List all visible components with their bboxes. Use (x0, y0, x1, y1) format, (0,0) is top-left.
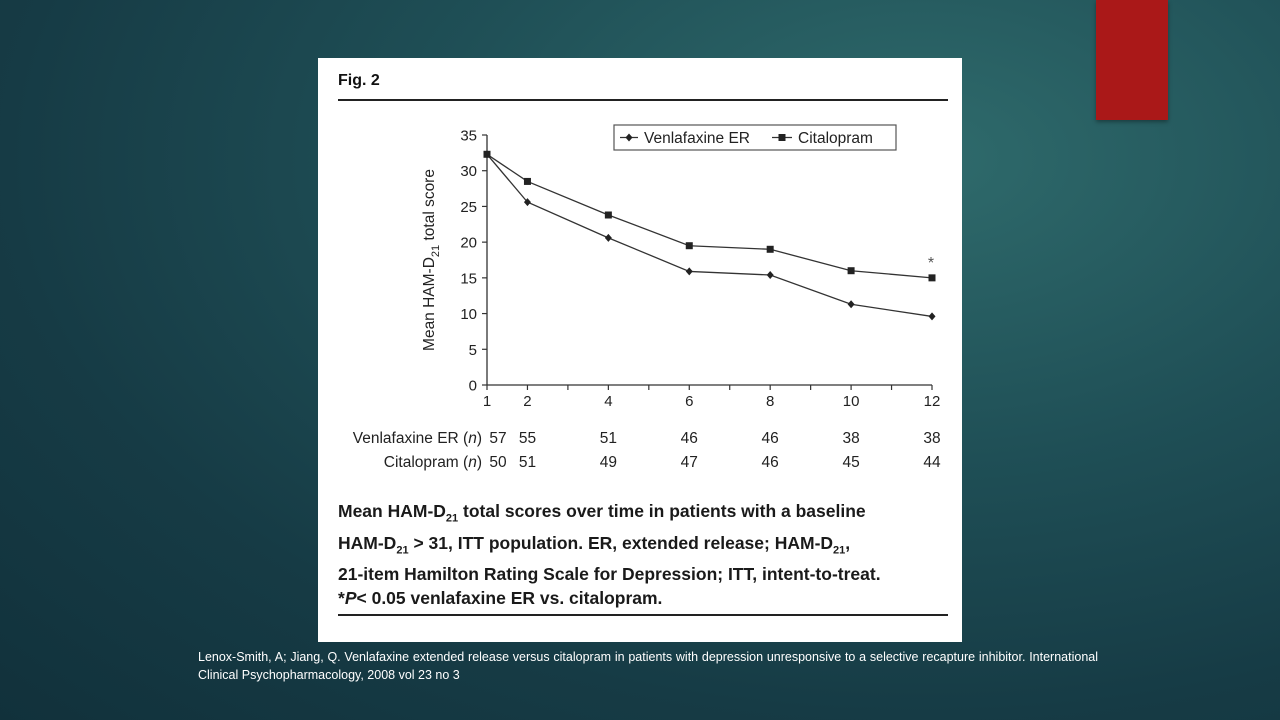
x-tick-label: 1 (483, 393, 491, 410)
y-tick-label: 20 (460, 235, 477, 252)
caption-line-2: HAM-D21 > 31, ITT population. ER, extend… (338, 532, 851, 557)
data-point-venlafaxine (604, 233, 612, 242)
chart-lines (486, 153, 933, 318)
n-value: 45 (842, 454, 859, 471)
legend-marker-citalopram (778, 134, 786, 141)
y-tick-label: 30 (460, 163, 477, 180)
bottom-divider (338, 614, 948, 616)
n-value: 55 (519, 430, 536, 447)
legend-marker-venlafaxine (625, 133, 633, 142)
y-tick-label: 15 (460, 270, 477, 287)
y-axis-title: Mean HAM-D21 total score (421, 169, 442, 351)
n-value: 44 (923, 454, 941, 471)
n-value: 49 (600, 454, 617, 471)
y-tick-label: 25 (460, 199, 477, 216)
y-tick-label: 10 (460, 306, 477, 323)
n-value: 46 (681, 430, 698, 447)
significance-marker: * (928, 255, 934, 272)
n-value: 57 (489, 430, 506, 447)
chart-legend: Venlafaxine ER Citalopram (613, 124, 897, 151)
series-line-2 (486, 153, 933, 279)
data-point-citalopram (685, 242, 693, 250)
data-point-citalopram (604, 211, 612, 219)
x-tick-label: 10 (843, 393, 860, 410)
y-tick-label: 0 (469, 378, 477, 395)
y-tick-label: 5 (469, 342, 477, 359)
top-divider (338, 99, 948, 101)
legend-label-venlafaxine: Venlafaxine ER (644, 130, 750, 147)
x-tick-label: 12 (924, 393, 941, 410)
data-point-venlafaxine (766, 271, 774, 279)
caption-line-4: *P< 0.05 venlafaxine ER vs. citalopram. (338, 588, 663, 608)
caption-line-1: Mean HAM-D21 total scores over time in p… (338, 501, 866, 525)
x-tick-label: 4 (604, 393, 612, 410)
citation-text: Lenox-Smith, A; Jiang, Q. Venlafaxine ex… (198, 650, 1098, 682)
data-point-citalopram (766, 245, 774, 253)
figure-panel: Fig. 2 0 5 10 15 20 25 30 35 1 2 4 6 8 10 12 Mean HAM-D… (318, 58, 962, 642)
data-point-venlafaxine (928, 312, 936, 321)
data-point-venlafaxine (685, 267, 693, 276)
data-point-venlafaxine (523, 198, 531, 207)
data-point-citalopram (928, 274, 936, 282)
data-point-citalopram (483, 150, 491, 158)
series-line-1 (486, 153, 933, 318)
x-tick-label: 8 (766, 393, 774, 410)
n-value: 50 (489, 454, 507, 471)
y-tick-label: 35 (460, 128, 477, 145)
legend-label-citalopram: Citalopram (798, 130, 873, 147)
data-point-citalopram (523, 177, 531, 185)
x-tick-label: 2 (523, 393, 531, 410)
data-point-citalopram (847, 267, 855, 275)
caption-line-3: 21-item Hamilton Rating Scale for Depres… (338, 564, 881, 584)
red-accent-tab (1096, 0, 1168, 120)
chart-marks: * (483, 150, 936, 321)
n-value: 38 (923, 430, 940, 447)
n-value: 46 (762, 430, 779, 447)
x-tick-label: 6 (685, 393, 693, 410)
n-value: 51 (600, 430, 617, 447)
figure-label: Fig. 2 (338, 72, 380, 89)
n-value: 46 (762, 454, 779, 471)
n-value: 51 (519, 454, 536, 471)
figure-caption: Mean HAM-D21 total scores over time in p… (338, 499, 950, 610)
legend-box (613, 124, 897, 151)
data-point-venlafaxine (847, 300, 855, 309)
n-row-label: Citalopram (n) (384, 454, 482, 471)
n-row-label: Venlafaxine ER (n) (353, 430, 482, 447)
n-value: 38 (842, 430, 859, 447)
n-value: 47 (681, 454, 698, 471)
n-table: Venlafaxine ER (n) 57 55 51 46 46 38 38 Citalopr… (353, 430, 941, 471)
